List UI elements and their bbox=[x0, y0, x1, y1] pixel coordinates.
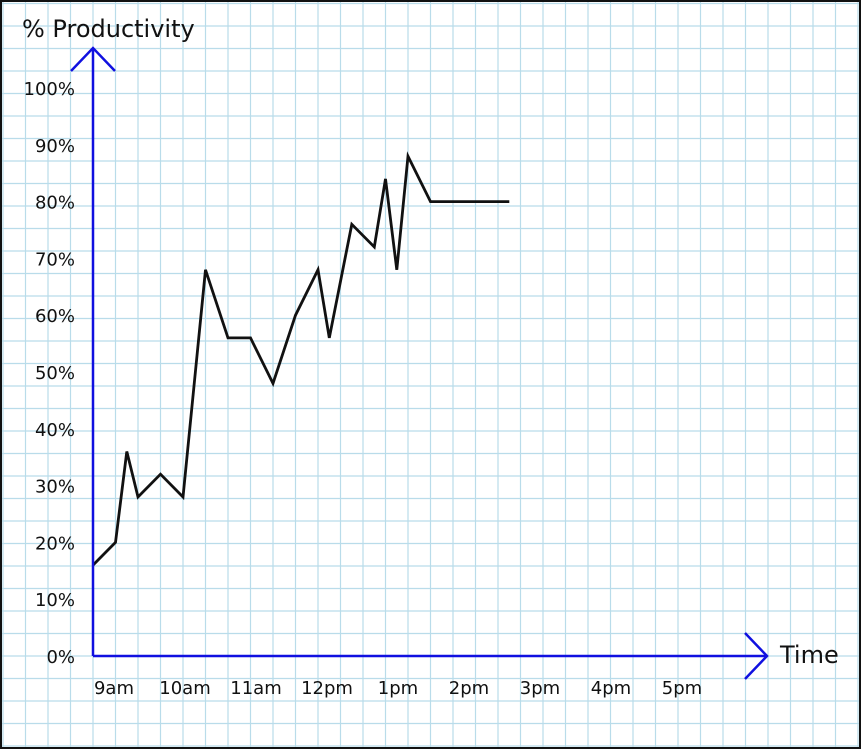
x-axis-arrowhead bbox=[744, 632, 769, 680]
x-tick-label: 12pm bbox=[301, 678, 353, 699]
y-tick-label: 30% bbox=[35, 477, 75, 498]
x-tick-label: 9am bbox=[94, 678, 134, 699]
x-tick-label: 11am bbox=[230, 678, 281, 699]
y-tick-label: 100% bbox=[24, 79, 75, 100]
x-tick-label: 10am bbox=[159, 678, 210, 699]
y-tick-label: 80% bbox=[35, 193, 75, 214]
x-tick-label: 2pm bbox=[449, 678, 489, 699]
y-tick-label: 0% bbox=[46, 647, 75, 668]
y-axis-arrowhead bbox=[70, 46, 116, 72]
x-axis-title: Time bbox=[779, 641, 839, 669]
x-tick-label: 3pm bbox=[520, 678, 560, 699]
y-tick-label: 50% bbox=[35, 363, 75, 384]
y-tick-label: 40% bbox=[35, 420, 75, 441]
series-line bbox=[92, 151, 510, 567]
y-tick-label: 90% bbox=[35, 136, 75, 157]
x-tick-label: 1pm bbox=[378, 678, 418, 699]
series-layer bbox=[92, 151, 510, 567]
y-axis-title: % Productivity bbox=[22, 15, 195, 43]
y-tick-label: 60% bbox=[35, 306, 75, 327]
y-tick-label: 10% bbox=[35, 590, 75, 611]
y-tick-label: 20% bbox=[35, 533, 75, 554]
axes bbox=[70, 46, 769, 680]
x-tick-label: 4pm bbox=[591, 678, 631, 699]
y-tick-label: 70% bbox=[35, 249, 75, 270]
x-tick-label: 5pm bbox=[662, 678, 702, 699]
labels: % Productivity Time 0% 10% 20% 30% 40% 50% 60%… bbox=[22, 15, 839, 699]
